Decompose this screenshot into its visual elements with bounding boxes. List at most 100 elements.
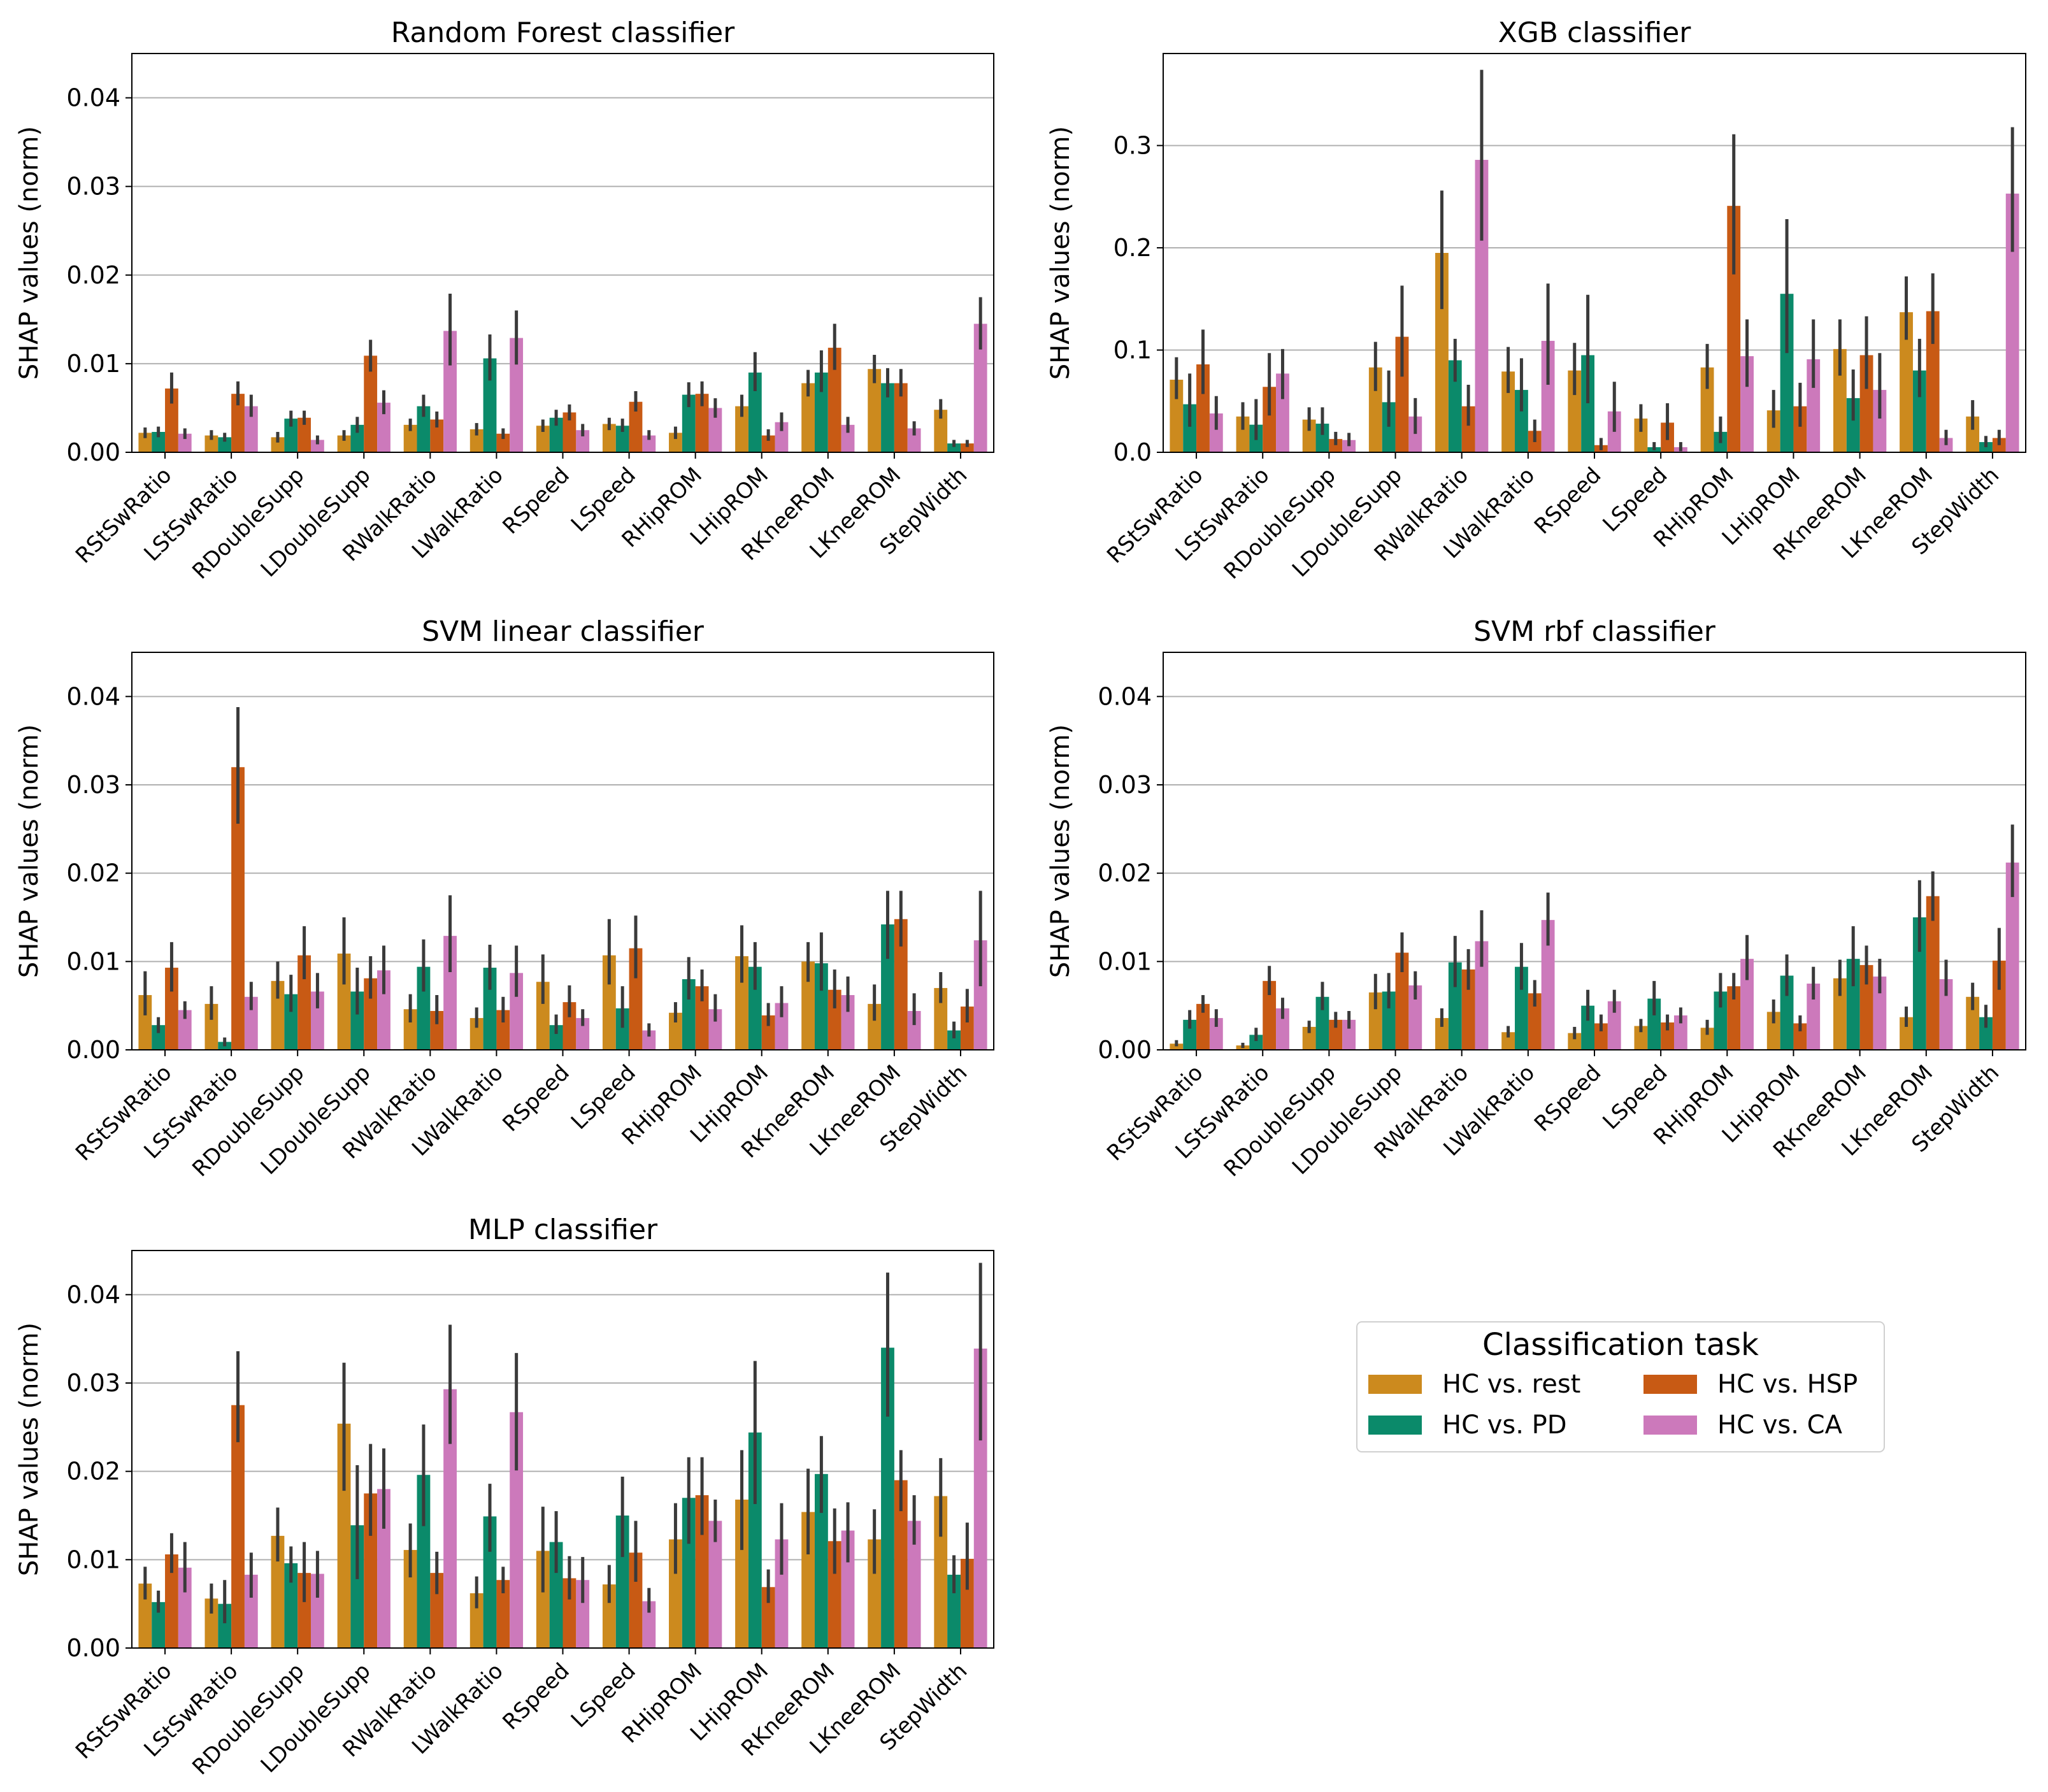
bar [483,358,497,452]
bar [496,433,510,452]
bar [1780,294,1794,452]
bar [430,1573,444,1648]
bar [868,1003,882,1050]
bar [536,426,550,452]
bar [1209,413,1223,452]
bar [1342,1019,1356,1050]
bar [364,355,378,452]
bar [1979,1017,1993,1050]
bar [297,417,311,452]
bar [350,424,364,452]
bar [165,968,178,1050]
y-axis-label: SHAP values (norm) [15,1322,44,1576]
bar [1846,959,1860,1050]
bar [204,1598,218,1648]
chart-title: SVM rbf classifier [1473,615,1716,648]
legend-label-hc-vs-hsp: HC vs. HSP [1717,1370,1858,1399]
bar [536,982,550,1050]
y-tick-label: 0.02 [66,261,120,289]
bar [1329,1019,1343,1050]
chart-title: XGB classifier [1498,17,1692,49]
bar [403,1550,417,1648]
bar [1263,980,1277,1050]
bar [602,1584,616,1648]
bar [1594,1023,1608,1050]
bar [814,1473,828,1648]
bar [576,1018,590,1050]
bar [1302,1026,1316,1050]
bar [1302,419,1316,452]
bar [1249,1035,1263,1050]
bar [1263,387,1277,452]
bar [337,953,351,1050]
bar [827,1541,841,1648]
bar [1276,373,1289,452]
y-tick-label: 0.3 [1114,131,1152,159]
bar [337,1423,351,1648]
bar [934,1496,948,1648]
chart-panel-2: 0.00.10.20.3RStSwRatioLStSwRatioRDoubleS… [1046,17,2026,584]
bar [1196,364,1210,452]
legend-box [1356,1321,1885,1452]
bar [297,1573,311,1648]
bar [894,919,908,1050]
bar [1859,355,1873,452]
bar [947,443,961,452]
bar [204,1003,218,1050]
bar [350,1525,364,1648]
bar [695,986,709,1050]
chart-panel-3: 0.000.010.020.030.04RStSwRatioLStSwRatio… [15,615,994,1182]
bar [1807,359,1821,452]
bar [801,961,815,1050]
bar [178,433,192,452]
bar [748,966,762,1050]
bar [1448,360,1462,452]
bar [748,372,762,452]
y-axis-label: SHAP values (norm) [15,724,44,978]
y-tick-label: 0.00 [66,1036,120,1064]
bar [1873,976,1887,1050]
bar [602,955,616,1050]
bar [1766,410,1780,452]
bar [1435,253,1449,452]
bar [960,443,974,452]
bar [1607,1001,1621,1050]
bar [960,1558,974,1648]
bar [1501,371,1515,452]
y-tick-label: 0.0 [1114,438,1152,466]
bar [1900,312,1913,452]
bar [178,1010,192,1050]
bar [695,1495,709,1648]
bar [138,995,152,1050]
bar [708,1009,722,1050]
bar [947,1030,961,1050]
bar [1315,996,1329,1050]
bar [629,401,643,452]
bar [138,1583,152,1648]
y-tick-label: 0.01 [66,947,120,975]
bar [973,940,987,1050]
bar [1846,398,1860,452]
bar [642,435,656,452]
bar [377,1489,390,1648]
bar [669,1539,682,1648]
bar [271,980,285,1050]
bar [152,432,166,452]
bar [775,1003,789,1050]
bar [894,1480,908,1648]
bar [1315,424,1329,452]
bar [1581,355,1594,452]
bar [761,435,775,452]
bar [907,1010,921,1050]
bar [417,406,431,452]
bar [218,1603,232,1648]
bar [615,1008,629,1050]
bar [204,435,218,452]
y-tick-label: 0.02 [66,859,120,887]
bar [1475,159,1489,452]
bar [1634,1026,1648,1050]
bar [761,1015,775,1050]
y-tick-label: 0.03 [1098,771,1152,799]
chart-panel-5: 0.000.010.020.030.04RStSwRatioLStSwRatio… [15,1214,994,1780]
bar [1382,991,1396,1050]
